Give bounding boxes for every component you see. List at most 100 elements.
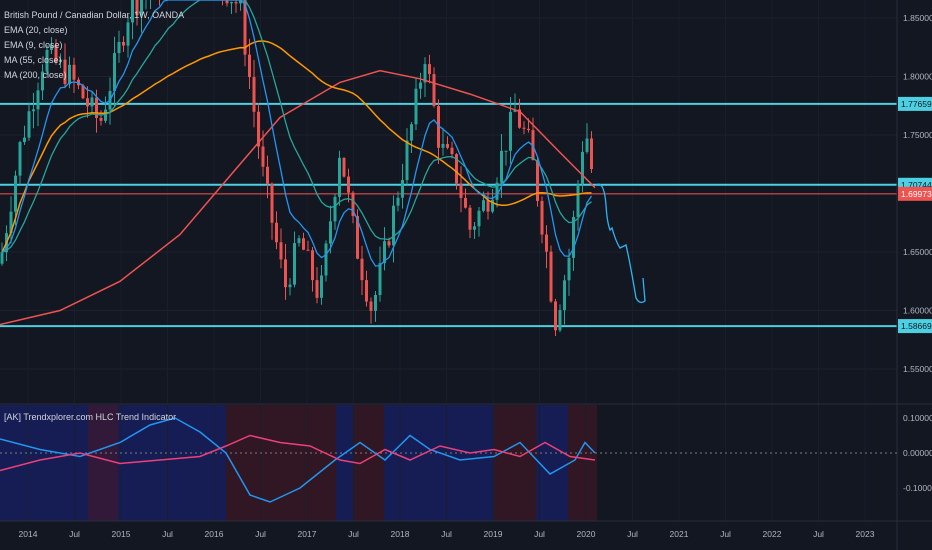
candle-body[interactable] bbox=[455, 154, 458, 184]
indicator-tick-label[interactable]: -0.10000 bbox=[903, 483, 932, 493]
candle-body[interactable] bbox=[504, 150, 508, 152]
candle-body[interactable] bbox=[428, 64, 431, 75]
candle-body[interactable] bbox=[68, 64, 71, 85]
time-tick-label[interactable]: 2021 bbox=[670, 529, 689, 539]
time-tick-label[interactable]: Jul bbox=[348, 529, 359, 539]
time-axis[interactable]: 2014 Jul 2015 Jul 2016 Jul 2017 Jul 2018 Jul 2019 J… bbox=[19, 529, 875, 539]
candle-body[interactable] bbox=[284, 259, 287, 288]
candle-body[interactable] bbox=[513, 109, 517, 112]
time-tick-label[interactable]: Jul bbox=[720, 529, 731, 539]
candle-body[interactable] bbox=[419, 82, 422, 89]
candle-body[interactable] bbox=[288, 284, 292, 288]
candle-body[interactable] bbox=[491, 199, 494, 212]
candle-body[interactable] bbox=[126, 22, 130, 46]
price-tick-label[interactable]: 1.75000 bbox=[903, 130, 932, 140]
candle-body[interactable] bbox=[360, 258, 364, 281]
candle-body[interactable] bbox=[563, 280, 566, 311]
price-tick-label[interactable]: 1.80000 bbox=[903, 72, 932, 82]
candle-body[interactable] bbox=[23, 137, 26, 143]
candle-body[interactable] bbox=[122, 41, 125, 46]
time-tick-label[interactable]: Jul bbox=[813, 529, 824, 539]
candle-body[interactable] bbox=[545, 234, 548, 252]
candle-body[interactable] bbox=[302, 238, 305, 250]
candle-body[interactable] bbox=[329, 221, 332, 244]
candle-body[interactable] bbox=[225, 0, 229, 4]
candle-body[interactable] bbox=[464, 197, 467, 208]
candle-body[interactable] bbox=[14, 175, 17, 212]
symbol-title[interactable]: British Pound / Canadian Dollar, 1W, OAN… bbox=[4, 10, 185, 20]
candle-body[interactable] bbox=[351, 192, 355, 217]
candle-body[interactable] bbox=[135, 0, 139, 16]
candle-body[interactable] bbox=[383, 241, 386, 264]
candle-body[interactable] bbox=[495, 182, 499, 200]
candle-body[interactable] bbox=[572, 216, 575, 258]
price-tick-label[interactable]: 1.85000 bbox=[903, 13, 932, 23]
candle-body[interactable] bbox=[477, 210, 481, 227]
study-ma55[interactable]: MA (55, close) bbox=[4, 55, 62, 65]
candle-body[interactable] bbox=[86, 98, 89, 107]
candle-body[interactable] bbox=[243, 0, 247, 55]
candle-body[interactable] bbox=[9, 211, 13, 234]
time-tick-label[interactable]: Jul bbox=[441, 529, 452, 539]
study-ema9[interactable]: EMA (9, close) bbox=[4, 40, 63, 50]
candle-body[interactable] bbox=[18, 142, 22, 176]
time-tick-label[interactable]: 2016 bbox=[205, 529, 224, 539]
candle-body[interactable] bbox=[297, 238, 301, 244]
candle-body[interactable] bbox=[342, 157, 346, 177]
indicator-axis[interactable]: 0.10000 0.00000 -0.10000 bbox=[903, 413, 932, 493]
candle-body[interactable] bbox=[99, 117, 103, 121]
candle-body[interactable] bbox=[522, 127, 526, 129]
candle-body[interactable] bbox=[81, 85, 85, 99]
time-tick-label[interactable]: Jul bbox=[534, 529, 545, 539]
candle-body[interactable] bbox=[527, 128, 530, 131]
candle-body[interactable] bbox=[450, 147, 454, 155]
time-tick-label[interactable]: 2020 bbox=[577, 529, 596, 539]
candle-body[interactable] bbox=[50, 44, 53, 50]
candle-body[interactable] bbox=[374, 294, 377, 311]
candle-body[interactable] bbox=[446, 143, 449, 148]
time-tick-label[interactable]: 2022 bbox=[763, 529, 782, 539]
candle-body[interactable] bbox=[509, 111, 512, 151]
candle-body[interactable] bbox=[540, 200, 544, 235]
indicator-tick-label[interactable]: 0.00000 bbox=[903, 448, 932, 458]
candle-body[interactable] bbox=[324, 243, 328, 276]
time-tick-label[interactable]: 2015 bbox=[112, 529, 131, 539]
candle-body[interactable] bbox=[392, 205, 395, 246]
candle-body[interactable] bbox=[410, 124, 413, 141]
candle-body[interactable] bbox=[369, 301, 373, 311]
candle-body[interactable] bbox=[518, 109, 521, 128]
price-tick-label[interactable]: 1.55000 bbox=[903, 364, 932, 374]
candle-body[interactable] bbox=[378, 263, 382, 295]
price-tick-label[interactable]: 1.60000 bbox=[903, 306, 932, 316]
candle-body[interactable] bbox=[311, 250, 314, 281]
candle-body[interactable] bbox=[131, 0, 134, 23]
candle-body[interactable] bbox=[396, 197, 400, 206]
candle-body[interactable] bbox=[500, 150, 503, 183]
candle-body[interactable] bbox=[423, 64, 427, 83]
candle-body[interactable] bbox=[230, 2, 233, 4]
indicator-tick-label[interactable]: 0.10000 bbox=[903, 413, 932, 423]
candle-body[interactable] bbox=[63, 59, 67, 85]
time-tick-label[interactable]: 2018 bbox=[391, 529, 410, 539]
price-tick-label[interactable]: 1.65000 bbox=[903, 247, 932, 257]
candle-body[interactable] bbox=[54, 44, 58, 63]
candle-body[interactable] bbox=[473, 226, 476, 230]
candle-body[interactable] bbox=[306, 249, 310, 251]
candle-body[interactable] bbox=[441, 143, 445, 148]
study-ma200[interactable]: MA (200, close) bbox=[4, 70, 67, 80]
candle-body[interactable] bbox=[293, 243, 296, 285]
candle-body[interactable] bbox=[32, 109, 35, 112]
candle-body[interactable] bbox=[117, 41, 121, 54]
candle-body[interactable] bbox=[486, 200, 490, 212]
candle-body[interactable] bbox=[347, 176, 350, 193]
candle-body[interactable] bbox=[27, 111, 31, 138]
candle-body[interactable] bbox=[266, 166, 269, 184]
candle-body[interactable] bbox=[405, 140, 409, 181]
time-tick-label[interactable]: Jul bbox=[162, 529, 173, 539]
candle-body[interactable] bbox=[320, 275, 323, 298]
candle-body[interactable] bbox=[261, 146, 265, 167]
candle-body[interactable] bbox=[401, 180, 404, 198]
time-tick-label[interactable]: Jul bbox=[69, 529, 80, 539]
candle-body[interactable] bbox=[95, 97, 98, 118]
